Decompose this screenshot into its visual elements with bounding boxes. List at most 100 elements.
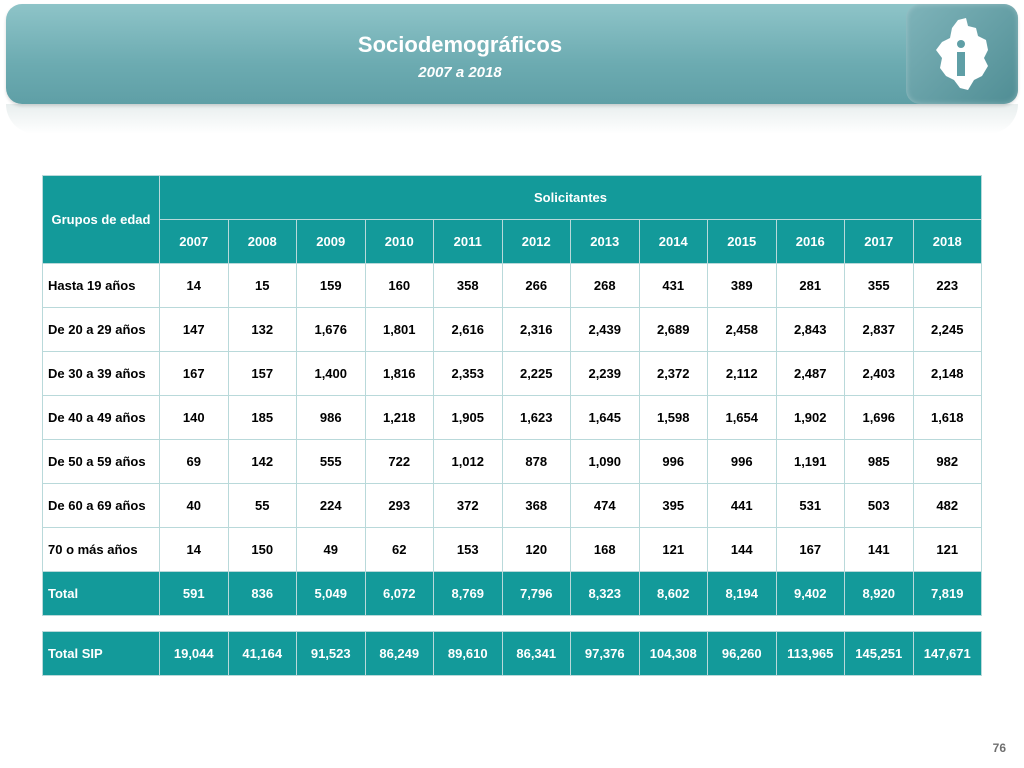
table-cell: 159 xyxy=(296,263,366,308)
table-cell: 2,843 xyxy=(775,307,845,352)
table-cell: 224 xyxy=(296,483,366,528)
total-cell: 7,796 xyxy=(501,571,571,616)
logo-tile xyxy=(906,4,1018,104)
table-cell: 2,487 xyxy=(775,351,845,396)
year-header: 2018 xyxy=(912,219,982,264)
total-sip-cell: 91,523 xyxy=(296,631,366,676)
table-cell: 358 xyxy=(433,263,503,308)
age-group-label: De 50 a 59 años xyxy=(42,439,160,484)
total-cell: 6,072 xyxy=(364,571,434,616)
total-cell: 8,920 xyxy=(844,571,914,616)
total-sip-cell: 104,308 xyxy=(638,631,708,676)
table-cell: 474 xyxy=(570,483,640,528)
table-cell: 1,905 xyxy=(433,395,503,440)
table-cell: 2,372 xyxy=(638,351,708,396)
table-cell: 142 xyxy=(227,439,297,484)
table-cell: 2,439 xyxy=(570,307,640,352)
table-cell: 482 xyxy=(912,483,982,528)
total-sip-table: Total SIP 19,044 41,164 91,523 86,249 89,610 8… xyxy=(42,631,982,676)
age-group-label: De 40 a 49 años xyxy=(42,395,160,440)
year-header: 2011 xyxy=(433,219,503,264)
table-cell: 268 xyxy=(570,263,640,308)
table-cell: 2,837 xyxy=(844,307,914,352)
table-cell: 722 xyxy=(364,439,434,484)
table-cell: 49 xyxy=(296,527,366,572)
table-cell: 1,902 xyxy=(775,395,845,440)
table-row: De 50 a 59 años 69 142 555 722 1,012 878 1,090 9… xyxy=(42,439,982,484)
page-number: 76 xyxy=(992,741,1006,755)
total-cell: 836 xyxy=(227,571,297,616)
table-cell: 293 xyxy=(364,483,434,528)
table-cell: 2,316 xyxy=(501,307,571,352)
year-header: 2013 xyxy=(570,219,640,264)
table-row: De 20 a 29 años 147 132 1,676 1,801 2,616 2,31… xyxy=(42,307,982,352)
year-header: 2012 xyxy=(501,219,571,264)
table-cell: 1,598 xyxy=(638,395,708,440)
total-sip-cell: 89,610 xyxy=(433,631,503,676)
table-cell: 1,618 xyxy=(912,395,982,440)
table-cell: 167 xyxy=(159,351,229,396)
age-groups-header: Grupos de edad xyxy=(42,175,160,264)
total-sip-cell: 113,965 xyxy=(775,631,845,676)
table-cell: 996 xyxy=(638,439,708,484)
table-cell: 1,816 xyxy=(364,351,434,396)
table-cell: 1,696 xyxy=(844,395,914,440)
total-label: Total xyxy=(42,571,160,616)
table-cell: 2,112 xyxy=(707,351,777,396)
table-cell: 2,245 xyxy=(912,307,982,352)
table-cell: 985 xyxy=(844,439,914,484)
table-cell: 503 xyxy=(844,483,914,528)
table-cell: 1,623 xyxy=(501,395,571,440)
year-header: 2007 xyxy=(159,219,229,264)
table-cell: 266 xyxy=(501,263,571,308)
year-header-row: 2007 2008 2009 2010 2011 2012 2013 2014 2015 2016… xyxy=(43,219,982,264)
age-group-label: De 60 a 69 años xyxy=(42,483,160,528)
applicants-table: Grupos de edad Solicitantes 2007 2008 2009… xyxy=(42,175,982,616)
age-group-label: Hasta 19 años xyxy=(42,263,160,308)
table-row: Hasta 19 años 14 15 159 160 358 266 268 431 389 28… xyxy=(42,263,982,308)
cdmx-map-icon xyxy=(936,18,988,90)
total-cell: 591 xyxy=(159,571,229,616)
table-cell: 121 xyxy=(638,527,708,572)
age-group-label: 70 o más años xyxy=(42,527,160,572)
total-cell: 8,769 xyxy=(433,571,503,616)
total-sip-cell: 145,251 xyxy=(844,631,914,676)
total-sip-label: Total SIP xyxy=(42,631,160,676)
total-cell: 8,194 xyxy=(707,571,777,616)
table-cell: 132 xyxy=(227,307,297,352)
table-cell: 157 xyxy=(227,351,297,396)
age-group-label: De 30 a 39 años xyxy=(42,351,160,396)
table-cell: 14 xyxy=(159,263,229,308)
header-shadow xyxy=(6,104,1018,134)
total-sip-cell: 86,341 xyxy=(501,631,571,676)
table-cell: 150 xyxy=(227,527,297,572)
year-header: 2008 xyxy=(227,219,297,264)
year-header: 2010 xyxy=(364,219,434,264)
table-cell: 555 xyxy=(296,439,366,484)
table-cell: 2,403 xyxy=(844,351,914,396)
table-cell: 1,012 xyxy=(433,439,503,484)
header-banner: Sociodemográficos 2007 a 2018 xyxy=(6,4,1018,104)
total-cell: 8,602 xyxy=(638,571,708,616)
table-cell: 1,801 xyxy=(364,307,434,352)
total-cell: 7,819 xyxy=(912,571,982,616)
total-row: Total 591 836 5,049 6,072 8,769 7,796 8,323 8,60… xyxy=(42,571,982,616)
table-cell: 431 xyxy=(638,263,708,308)
table-cell: 395 xyxy=(638,483,708,528)
table-cell: 141 xyxy=(844,527,914,572)
total-sip-cell: 96,260 xyxy=(707,631,777,676)
table-cell: 368 xyxy=(501,483,571,528)
year-header: 2016 xyxy=(775,219,845,264)
table-row: De 60 a 69 años 40 55 224 293 372 368 474 395 441… xyxy=(42,483,982,528)
table-cell: 531 xyxy=(775,483,845,528)
table-cell: 121 xyxy=(912,527,982,572)
table-cell: 878 xyxy=(501,439,571,484)
year-header: 2015 xyxy=(707,219,777,264)
table-cell: 982 xyxy=(912,439,982,484)
table-cell: 1,090 xyxy=(570,439,640,484)
table-cell: 185 xyxy=(227,395,297,440)
table-cell: 389 xyxy=(707,263,777,308)
table-cell: 120 xyxy=(501,527,571,572)
table-cell: 2,616 xyxy=(433,307,503,352)
page-subtitle: 2007 a 2018 xyxy=(418,64,502,81)
